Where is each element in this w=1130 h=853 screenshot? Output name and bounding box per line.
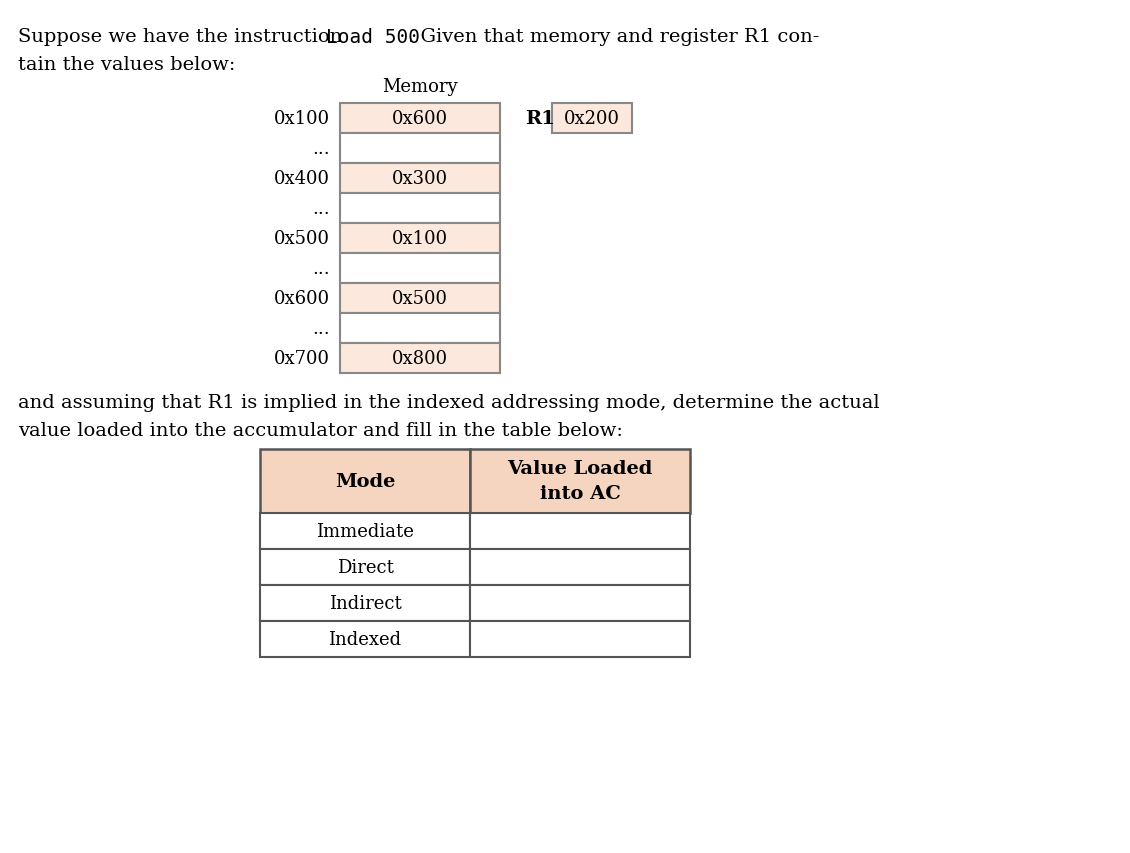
Text: 0x600: 0x600 [273, 290, 330, 308]
Bar [340, 134, 499, 164]
Text: Immediate: Immediate [316, 522, 414, 540]
Bar [260, 585, 470, 621]
Bar [260, 621, 470, 657]
Bar [340, 314, 499, 344]
Bar [470, 549, 690, 585]
Text: . Given that memory and register R1 con-: . Given that memory and register R1 con- [408, 28, 819, 46]
Bar [340, 223, 499, 253]
Bar [551, 104, 632, 134]
Bar [470, 450, 690, 514]
Bar [470, 621, 690, 657]
Text: 0x500: 0x500 [273, 229, 330, 247]
Text: Indirect: Indirect [329, 595, 401, 612]
Text: Indexed: Indexed [329, 630, 401, 648]
Text: Value Loaded
into AC: Value Loaded into AC [507, 460, 653, 503]
Text: Direct: Direct [337, 559, 393, 577]
Bar [340, 253, 499, 284]
Text: Load 500: Load 500 [325, 28, 420, 47]
Text: 0x600: 0x600 [392, 110, 449, 128]
Bar [340, 194, 499, 223]
Text: 0x500: 0x500 [392, 290, 447, 308]
Text: Mode: Mode [334, 473, 395, 490]
Text: ...: ... [312, 259, 330, 278]
Text: 0x100: 0x100 [273, 110, 330, 128]
Text: ...: ... [312, 320, 330, 338]
Bar [260, 450, 470, 514]
Text: 0x400: 0x400 [273, 170, 330, 188]
Text: 0x700: 0x700 [273, 350, 330, 368]
Text: 0x800: 0x800 [392, 350, 449, 368]
Text: ...: ... [312, 140, 330, 158]
Bar [340, 344, 499, 374]
Bar [260, 514, 470, 549]
Text: Memory: Memory [382, 78, 458, 96]
Text: tain the values below:: tain the values below: [18, 56, 235, 74]
Text: and assuming that R1 is implied in the indexed addressing mode, determine the ac: and assuming that R1 is implied in the i… [18, 393, 879, 411]
Text: value loaded into the accumulator and fill in the table below:: value loaded into the accumulator and fi… [18, 421, 623, 439]
Text: 0x100: 0x100 [392, 229, 449, 247]
Text: 0x300: 0x300 [392, 170, 449, 188]
Bar [470, 585, 690, 621]
Text: Suppose we have the instruction: Suppose we have the instruction [18, 28, 348, 46]
Bar [340, 104, 499, 134]
Bar [260, 549, 470, 585]
Text: R1: R1 [525, 110, 555, 128]
Text: 0x200: 0x200 [564, 110, 620, 128]
Text: ...: ... [312, 200, 330, 218]
Bar [470, 514, 690, 549]
Bar [340, 284, 499, 314]
Bar [340, 164, 499, 194]
